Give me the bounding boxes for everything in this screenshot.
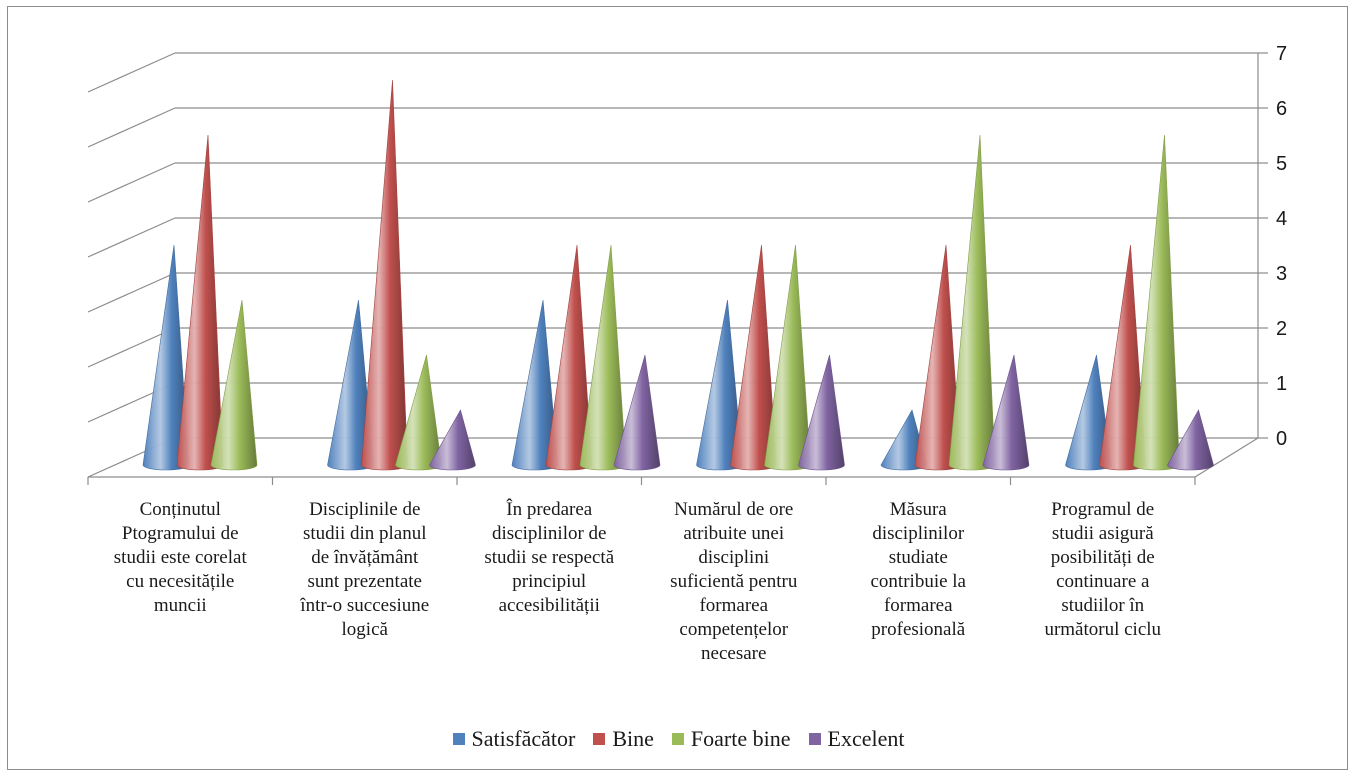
category-label-line: următorul ciclu xyxy=(1044,619,1162,640)
category-label-line: disciplinilor de xyxy=(491,523,607,544)
gridline xyxy=(87,272,1268,313)
y-tick-label: 5 xyxy=(1276,153,1287,175)
y-tick-label: 1 xyxy=(1276,373,1287,395)
legend-item: Foarte bine xyxy=(671,726,791,752)
category-label-line: disciplinilor xyxy=(872,523,965,544)
cone-bine xyxy=(176,134,224,471)
category-label-line: Măsura xyxy=(889,499,947,520)
cone-excelent xyxy=(1167,409,1214,471)
category-label-line: cu necesitățile xyxy=(126,571,235,592)
legend-label: Satisfăcător xyxy=(471,726,576,751)
category-label-line: profesională xyxy=(871,619,966,640)
cone-foarte-bine xyxy=(210,299,258,471)
category-label-line: studii din planul xyxy=(303,523,427,544)
legend-label: Foarte bine xyxy=(690,726,791,751)
cones xyxy=(142,79,1214,471)
gridline xyxy=(87,327,1268,368)
y-tick-label: 2 xyxy=(1276,318,1287,340)
y-tick-labels: 0 1 2 3 4 5 6 7 xyxy=(1276,43,1287,450)
legend: Satisfăcător Bine Foarte bine Excelent xyxy=(0,726,1357,752)
floor-edge xyxy=(1194,437,1259,478)
y-tick-label: 0 xyxy=(1276,428,1287,450)
category-label-line: Programul de xyxy=(1051,499,1155,520)
cone-excelent xyxy=(613,354,661,471)
category-label-line: studii este corelat xyxy=(113,547,247,568)
category-label-line: într-o succesiune xyxy=(300,595,430,616)
category-label-line: contribuie la xyxy=(870,571,967,592)
y-tick-label: 4 xyxy=(1276,208,1287,230)
legend-swatch xyxy=(452,733,465,745)
cone-foarte-bine xyxy=(579,244,627,471)
category-label-line: Conținutul xyxy=(139,499,221,520)
category-label-line: studii asigură xyxy=(1051,523,1154,544)
category-label-line: sunt prezentate xyxy=(307,571,422,592)
category-label-line: de învățământ xyxy=(311,547,419,568)
cone-excelent xyxy=(982,354,1030,471)
category-label-line: Ptogramului de xyxy=(121,523,239,544)
category-label-line: atribuite unei xyxy=(683,523,785,544)
legend-item: Bine xyxy=(593,726,654,752)
gridline xyxy=(87,52,1268,93)
gridline xyxy=(87,107,1268,148)
axes xyxy=(87,53,1259,485)
gridline xyxy=(87,162,1268,203)
category-label-line: studiate xyxy=(888,547,948,568)
legend-item: Excelent xyxy=(808,726,905,752)
category-label-line: muncii xyxy=(153,595,207,616)
legend-item: Satisfăcător xyxy=(452,726,576,752)
category-label-line: studiilor în xyxy=(1061,595,1145,616)
category-label-line: continuare a xyxy=(1056,571,1150,592)
cone-foarte-bine xyxy=(948,134,996,471)
category-label-line: formarea xyxy=(699,595,769,616)
category-label-line: Disciplinile de xyxy=(309,499,421,520)
category-label-line: formarea xyxy=(883,595,953,616)
y-tick-label: 3 xyxy=(1276,263,1287,285)
category-label-line: competențelor xyxy=(679,619,789,640)
category-label-line: posibilități de xyxy=(1050,547,1155,568)
category-label: În predarea disciplinilor de studii se res… xyxy=(459,498,639,618)
legend-swatch xyxy=(671,733,684,745)
cone-foarte-bine xyxy=(1133,134,1180,471)
cone-excelent xyxy=(798,354,845,471)
category-label-line: În predarea xyxy=(506,499,593,520)
category-label: Numărul de ore atribuite unei disciplini su… xyxy=(644,498,824,666)
category-label-line: logică xyxy=(341,619,388,640)
cone-bine xyxy=(361,79,408,471)
y-tick-label: 6 xyxy=(1276,98,1287,120)
legend-label: Bine xyxy=(612,726,654,751)
gridline xyxy=(87,217,1268,258)
legend-label: Excelent xyxy=(827,726,905,751)
legend-swatch xyxy=(593,733,606,745)
y-tick-label: 7 xyxy=(1276,43,1287,65)
category-label-line: necesare xyxy=(701,643,767,664)
category-label: Disciplinile de studii din planul de învăț… xyxy=(275,498,455,642)
category-label-line: studii se respectă xyxy=(484,547,615,568)
category-label-line: Numărul de ore xyxy=(674,499,794,520)
legend-swatch xyxy=(808,733,821,745)
category-label-line: principiul xyxy=(512,571,587,592)
cone-excelent xyxy=(429,409,476,471)
category-label-line: suficientă pentru xyxy=(670,571,798,592)
category-label: Programul de studii asigură posibilități d… xyxy=(1013,498,1193,642)
category-label-line: accesibilității xyxy=(498,595,600,616)
category-label: Conținutul Ptogramului de studii este core… xyxy=(90,498,270,618)
cone-foarte-bine xyxy=(764,244,811,471)
category-label: Măsura disciplinilor studiate contribuie la… xyxy=(828,498,1008,642)
category-label-line: disciplini xyxy=(698,547,770,568)
